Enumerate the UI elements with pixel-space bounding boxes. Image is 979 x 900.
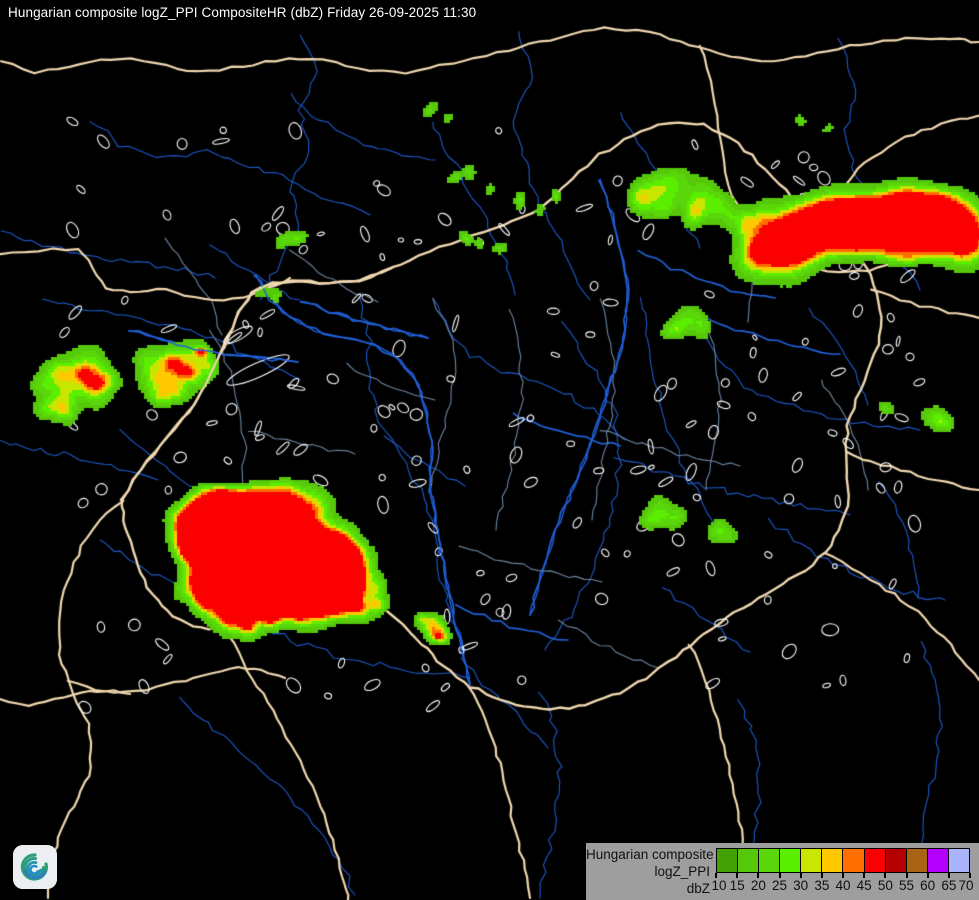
legend-tick-30 <box>799 873 802 878</box>
legend-color-bar <box>716 848 970 873</box>
legend-tick-65 <box>947 873 950 878</box>
legend-swatch-25-30 <box>780 849 802 872</box>
legend-tick-15 <box>736 873 739 878</box>
legend-tick-20 <box>757 873 760 878</box>
legend-tick-label-45: 45 <box>856 878 872 893</box>
legend-tick-55 <box>905 873 908 878</box>
legend-tick-label-60: 60 <box>920 878 936 893</box>
legend-swatch-50-55 <box>885 849 907 872</box>
legend-swatch-15-20 <box>738 849 760 872</box>
legend-swatch-55-60 <box>906 849 928 872</box>
legend-tick-50 <box>884 873 887 878</box>
legend-title-line2: logZ_PPI <box>654 864 710 879</box>
title-bar: Hungarian composite logZ_PPI CompositeHR… <box>0 0 979 24</box>
legend-tick-60 <box>926 873 929 878</box>
legend-tick-label-10: 10 <box>711 878 727 893</box>
legend-panel: Hungarian composite logZ_PPI dbZ 10 15 20 2… <box>586 843 979 900</box>
legend-tick-label-35: 35 <box>814 878 830 893</box>
legend-tick-label-55: 55 <box>898 878 915 893</box>
legend-tick-label-65: 65 <box>941 878 957 893</box>
legend-tick-label-25: 25 <box>771 878 788 893</box>
legend-swatch-65-70 <box>948 849 969 872</box>
legend-title-line3: dbZ <box>686 881 710 896</box>
legend-swatch-10-15 <box>717 849 739 872</box>
legend-tick-label-40: 40 <box>835 878 851 893</box>
legend-tick-label-70: 70 <box>958 878 974 893</box>
legend-tick-axis: 10 15 20 25 30 35 40 45 50 55 60 65 70 <box>711 873 974 897</box>
legend-tick-40 <box>842 873 844 878</box>
legend-swatch-60-65 <box>927 849 949 872</box>
legend-tick-45 <box>863 873 866 878</box>
page-title: Hungarian composite logZ_PPI CompositeHR… <box>8 5 477 20</box>
legend-tick-35 <box>820 873 823 878</box>
legend-title-line1: Hungarian composite <box>586 847 714 862</box>
legend-swatch-40-45 <box>843 849 865 872</box>
legend-swatch-45-50 <box>864 849 886 872</box>
omsz-spiral-logo <box>13 845 57 889</box>
legend-swatch-30-35 <box>801 849 823 872</box>
legend-tick-label-20: 20 <box>750 878 766 893</box>
legend-tick-label-30: 30 <box>793 878 809 893</box>
legend-title-block: Hungarian composite logZ_PPI dbZ <box>586 846 714 897</box>
legend-tick-70 <box>969 873 971 878</box>
legend-swatch-35-40 <box>822 849 844 872</box>
legend-swatch-20-25 <box>759 849 781 872</box>
legend-tick-10 <box>715 873 717 878</box>
legend-tick-25 <box>778 873 781 878</box>
legend-tick-label-15: 15 <box>729 878 745 893</box>
legend-tick-label-50: 50 <box>877 878 893 893</box>
